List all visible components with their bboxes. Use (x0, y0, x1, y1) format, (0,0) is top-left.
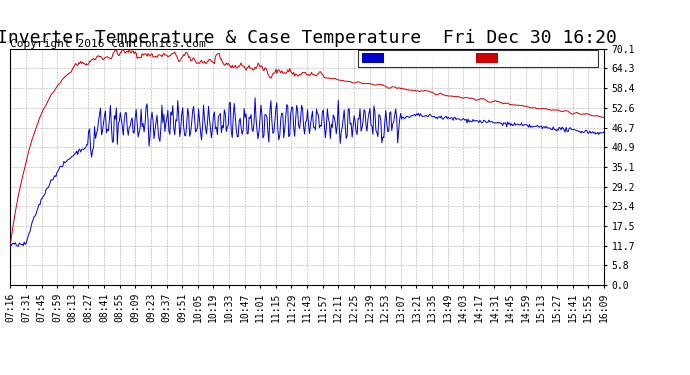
Title: Inverter Temperature & Case Temperature  Fri Dec 30 16:20: Inverter Temperature & Case Temperature … (0, 29, 617, 47)
Text: Copyright 2016 Cartronics.com: Copyright 2016 Cartronics.com (10, 39, 206, 50)
Legend: Case  (°C), Inverter  (°C): Case (°C), Inverter (°C) (358, 50, 598, 67)
